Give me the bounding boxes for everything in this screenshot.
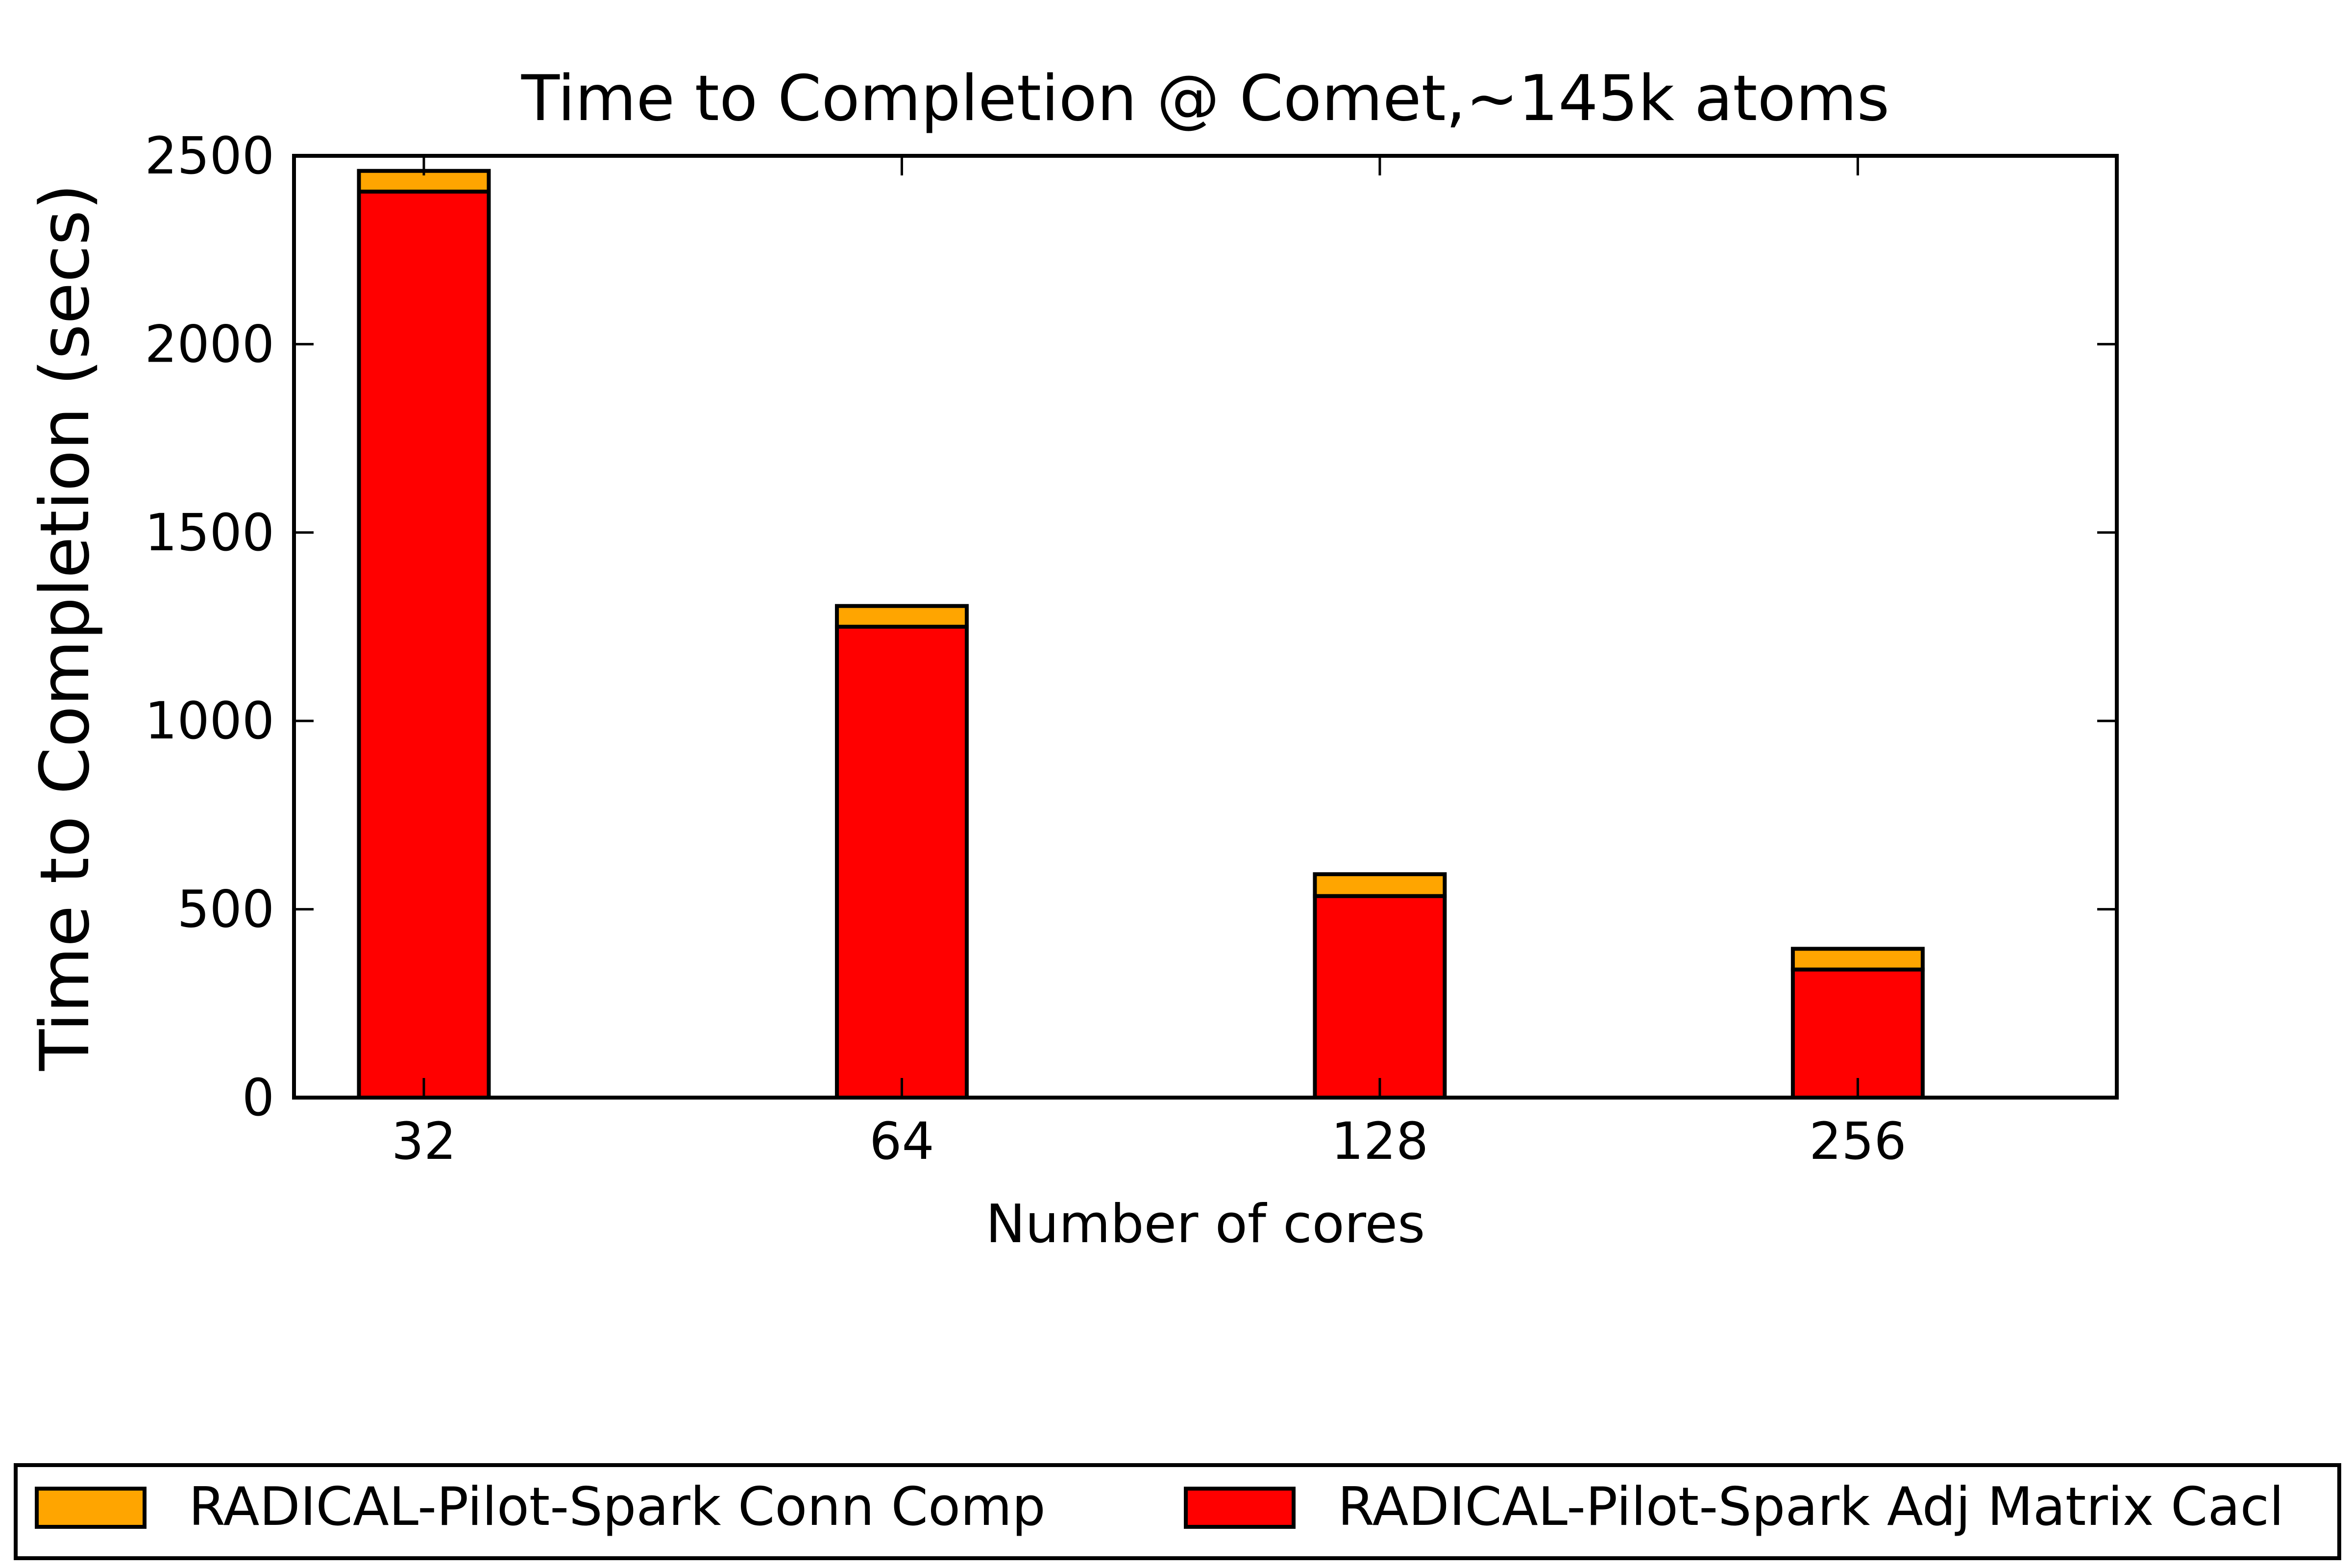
legend-frame bbox=[14, 1463, 2341, 1560]
bar-conn-comp-64 bbox=[834, 604, 969, 629]
plot-frame bbox=[292, 154, 2119, 1100]
chart-title: Time to Completion @ Comet,~145k atoms bbox=[521, 62, 1889, 135]
y-axis-label: Time to Completion (secs) bbox=[25, 184, 104, 1072]
bars-layer bbox=[357, 169, 1925, 1100]
y-tick-label: 0 bbox=[242, 1068, 274, 1127]
bar-adj-matrix-64 bbox=[834, 625, 969, 1100]
bar-adj-matrix-32 bbox=[357, 190, 491, 1100]
bar-adj-matrix-128 bbox=[1313, 894, 1447, 1100]
x-tick-label: 128 bbox=[1331, 1111, 1429, 1171]
axes-layer: 0 500 1000 1500 2000 2500 32 64 128 256 bbox=[145, 126, 2119, 1171]
y-tick-label: 500 bbox=[177, 880, 274, 939]
legend-label-adj-matrix: RADICAL-Pilot-Spark Adj Matrix Cacl bbox=[1338, 1476, 2284, 1538]
legend: RADICAL-Pilot-Spark Conn Comp RADICAL-Pil… bbox=[14, 1463, 2341, 1560]
legend-swatch-conn-comp bbox=[35, 1487, 147, 1529]
bar-conn-comp-256 bbox=[1790, 947, 1925, 972]
bar-adj-matrix-256 bbox=[1790, 967, 1925, 1100]
bar-conn-comp-128 bbox=[1313, 872, 1447, 898]
legend-label-conn-comp: RADICAL-Pilot-Spark Conn Comp bbox=[189, 1476, 1046, 1538]
y-tick-label: 2500 bbox=[145, 126, 274, 186]
y-tick-label: 2000 bbox=[145, 314, 274, 374]
legend-swatch-adj-matrix bbox=[1184, 1487, 1296, 1529]
y-tick-label: 1500 bbox=[145, 503, 274, 563]
x-tick-label: 64 bbox=[869, 1111, 934, 1171]
y-tick-label: 1000 bbox=[145, 691, 274, 751]
x-tick-label: 32 bbox=[392, 1111, 456, 1171]
x-tick-label: 256 bbox=[1809, 1111, 1907, 1171]
x-axis-label: Number of cores bbox=[986, 1194, 1425, 1255]
